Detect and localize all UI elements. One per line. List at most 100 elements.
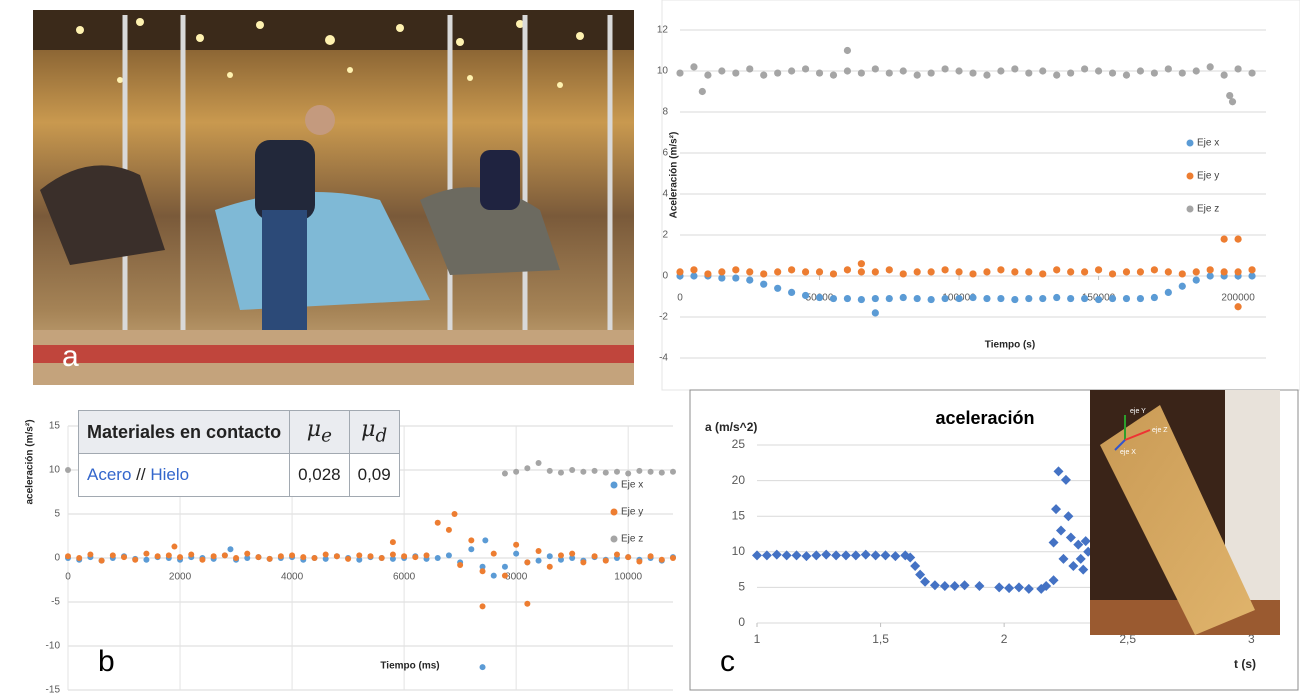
point xyxy=(1207,272,1214,279)
link[interactable]: Acero xyxy=(87,465,131,484)
point xyxy=(401,553,407,559)
point xyxy=(732,274,739,281)
point xyxy=(502,564,508,570)
point xyxy=(558,470,564,476)
point xyxy=(233,555,239,561)
point xyxy=(1095,266,1102,273)
point xyxy=(110,552,116,558)
point xyxy=(1193,268,1200,275)
point xyxy=(802,65,809,72)
point xyxy=(435,555,441,561)
axis-label: eje X xyxy=(1120,449,1136,456)
symbol: μ xyxy=(307,417,321,442)
point xyxy=(1151,69,1158,76)
point xyxy=(718,67,725,74)
point xyxy=(1234,236,1241,243)
panel-a-chart-frame xyxy=(662,0,1300,390)
table-cell: 0,09 xyxy=(349,454,399,497)
point xyxy=(1234,268,1241,275)
point xyxy=(580,559,586,565)
person-legs xyxy=(262,210,307,330)
point xyxy=(547,553,553,559)
x-tick-label: 200000 xyxy=(1221,293,1255,304)
point xyxy=(244,551,250,557)
point xyxy=(334,553,340,559)
point xyxy=(65,467,71,473)
point xyxy=(524,601,530,607)
point xyxy=(1221,236,1228,243)
point xyxy=(1039,295,1046,302)
point xyxy=(774,69,781,76)
point xyxy=(1025,295,1032,302)
legend-label: Eje z xyxy=(1197,204,1219,215)
point xyxy=(983,72,990,79)
point xyxy=(690,63,697,70)
point xyxy=(625,471,631,477)
link[interactable]: Hielo xyxy=(150,465,189,484)
point xyxy=(1151,266,1158,273)
axis-label: eje Z xyxy=(1152,427,1168,434)
subscript: d xyxy=(375,426,387,447)
point xyxy=(547,468,553,474)
point xyxy=(255,554,261,560)
point xyxy=(886,266,893,273)
header-cell: μe xyxy=(290,411,350,454)
point xyxy=(1207,63,1214,70)
subscript: e xyxy=(321,426,332,447)
point xyxy=(379,555,385,561)
point xyxy=(830,72,837,79)
point xyxy=(1081,268,1088,275)
table-cell: 0,028 xyxy=(290,454,350,497)
point xyxy=(997,67,1004,74)
point xyxy=(969,69,976,76)
point xyxy=(502,573,508,579)
point xyxy=(1207,266,1214,273)
point xyxy=(222,552,228,558)
point xyxy=(746,277,753,284)
legend-marker xyxy=(611,509,618,516)
point xyxy=(513,542,519,548)
point xyxy=(1025,268,1032,275)
separator: // xyxy=(136,465,145,484)
point xyxy=(569,551,575,557)
point xyxy=(569,467,575,473)
point xyxy=(155,553,161,559)
point xyxy=(955,67,962,74)
point xyxy=(491,573,497,579)
point xyxy=(1095,296,1102,303)
point xyxy=(670,469,676,475)
point xyxy=(513,469,519,475)
point xyxy=(1137,295,1144,302)
y-tick-label: 0 xyxy=(54,553,60,564)
point xyxy=(524,559,530,565)
point xyxy=(1011,65,1018,72)
point xyxy=(536,460,542,466)
y-tick-label: -10 xyxy=(46,641,61,652)
point xyxy=(1165,65,1172,72)
point xyxy=(872,65,879,72)
symbol: μ xyxy=(361,417,375,442)
point xyxy=(941,295,948,302)
y-tick-label: 5 xyxy=(738,580,745,594)
y-tick-label: 25 xyxy=(732,437,746,451)
point xyxy=(1193,67,1200,74)
head xyxy=(305,105,335,135)
point xyxy=(718,268,725,275)
friction-table: Materiales en contacto μe μd Acero // Hi… xyxy=(78,410,400,497)
point xyxy=(670,555,676,561)
point xyxy=(914,295,921,302)
point xyxy=(227,546,233,552)
legend-marker xyxy=(1187,206,1194,213)
legend-label: Eje z xyxy=(621,534,643,545)
table-cell: Acero // Hielo xyxy=(79,454,290,497)
header-cell: μd xyxy=(349,411,399,454)
point xyxy=(760,281,767,288)
point xyxy=(844,295,851,302)
point xyxy=(1179,283,1186,290)
point xyxy=(87,551,93,557)
point xyxy=(1011,268,1018,275)
point xyxy=(636,468,642,474)
legend-label: Eje x xyxy=(621,480,643,491)
point xyxy=(1151,294,1158,301)
point xyxy=(1221,72,1228,79)
